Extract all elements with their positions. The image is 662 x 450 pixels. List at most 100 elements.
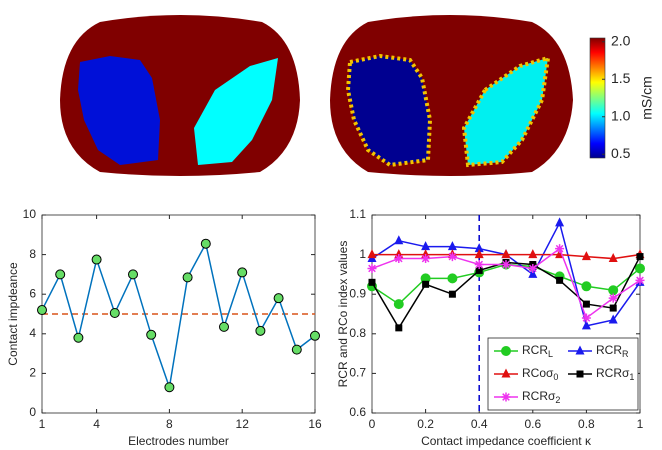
marker bbox=[394, 235, 404, 245]
marker bbox=[609, 304, 617, 312]
y-tick-label: 1.1 bbox=[349, 207, 366, 221]
legend-label: RCRR bbox=[596, 343, 629, 359]
marker bbox=[146, 329, 157, 340]
marker bbox=[474, 260, 484, 269]
y-axis-label: RCR and RCo index values bbox=[336, 241, 350, 388]
marker bbox=[91, 254, 102, 265]
x-axis-label: Electrodes number bbox=[128, 434, 229, 448]
marker bbox=[37, 305, 47, 316]
legend-label: RCoσ0 bbox=[522, 366, 558, 382]
marker bbox=[273, 293, 284, 304]
y-tick-label: 0.8 bbox=[349, 326, 366, 340]
x-tick-label: 0.8 bbox=[578, 417, 595, 431]
marker bbox=[73, 332, 84, 343]
marker bbox=[393, 299, 404, 310]
marker bbox=[528, 263, 538, 273]
marker bbox=[394, 254, 404, 264]
line bbox=[41, 241, 316, 388]
y-tick-label: 2.0 bbox=[611, 32, 631, 48]
marker bbox=[475, 266, 483, 274]
marker bbox=[608, 293, 618, 303]
x-tick-label: 0.2 bbox=[417, 417, 434, 431]
marker bbox=[474, 249, 484, 259]
y-tick-label: 4 bbox=[29, 326, 36, 340]
marker bbox=[448, 290, 456, 298]
y-tick-label: 0.6 bbox=[349, 405, 366, 419]
marker bbox=[447, 273, 458, 284]
marker bbox=[447, 252, 457, 262]
marker bbox=[555, 244, 565, 254]
x-tick-label: 0.4 bbox=[471, 417, 488, 431]
marker bbox=[395, 324, 403, 332]
marker bbox=[447, 241, 457, 251]
marker bbox=[528, 249, 538, 259]
legend-marker bbox=[576, 370, 584, 378]
marker bbox=[421, 241, 431, 251]
marker bbox=[608, 285, 619, 296]
marker bbox=[55, 269, 66, 280]
marker bbox=[219, 321, 229, 332]
x-tick-label: 1 bbox=[637, 417, 644, 431]
marker bbox=[164, 382, 175, 393]
marker bbox=[128, 269, 138, 280]
marker bbox=[636, 253, 644, 261]
torso-true bbox=[60, 15, 300, 176]
x-tick-label: 1 bbox=[39, 417, 46, 431]
x-tick-label: 0 bbox=[369, 417, 376, 431]
marker bbox=[582, 300, 590, 308]
marker bbox=[581, 320, 591, 330]
marker bbox=[556, 276, 564, 284]
y-tick-label: 1.5 bbox=[611, 70, 631, 86]
legend-marker bbox=[501, 368, 511, 378]
colorbar-label: mS/cm bbox=[639, 76, 655, 120]
y-tick-label: 0.7 bbox=[349, 366, 366, 380]
x-tick-label: 0.6 bbox=[524, 417, 541, 431]
marker bbox=[581, 281, 592, 292]
y-tick-label: 8 bbox=[29, 247, 36, 261]
legend-label: RCRσ2 bbox=[522, 389, 560, 405]
x-tick-label: 12 bbox=[236, 417, 250, 431]
marker bbox=[501, 260, 511, 269]
marker bbox=[367, 263, 377, 273]
marker bbox=[421, 254, 431, 264]
legend-label: RCRσ1 bbox=[596, 366, 634, 382]
marker bbox=[368, 278, 376, 286]
y-axis-label: Contact impdeance bbox=[6, 262, 20, 366]
marker bbox=[581, 313, 591, 323]
marker bbox=[555, 217, 565, 227]
marker bbox=[109, 308, 120, 319]
marker bbox=[367, 249, 377, 259]
marker bbox=[422, 280, 430, 288]
marker bbox=[608, 253, 618, 263]
y-tick-label: 1.0 bbox=[611, 107, 631, 123]
marker bbox=[182, 272, 193, 283]
marker bbox=[581, 251, 591, 261]
marker bbox=[200, 238, 211, 249]
y-tick-label: 1 bbox=[359, 247, 366, 261]
marker bbox=[608, 314, 618, 324]
x-tick-label: 16 bbox=[308, 417, 322, 431]
marker bbox=[255, 325, 266, 336]
torso-reconstruction bbox=[330, 15, 573, 176]
y-tick-label: 10 bbox=[23, 207, 37, 221]
y-tick-label: 0.5 bbox=[611, 145, 631, 161]
y-tick-label: 0.9 bbox=[349, 286, 366, 300]
marker bbox=[291, 344, 302, 355]
marker bbox=[528, 268, 538, 278]
y-tick-label: 0 bbox=[29, 405, 36, 419]
legend-label: RCRL bbox=[522, 343, 553, 359]
legend-marker bbox=[575, 345, 585, 355]
marker bbox=[635, 263, 645, 274]
legend-marker bbox=[501, 346, 511, 356]
y-tick-label: 2 bbox=[29, 366, 36, 380]
marker bbox=[501, 249, 511, 259]
x-axis-label: Contact impedance coefficient κ bbox=[421, 434, 592, 448]
marker bbox=[635, 275, 645, 285]
marker bbox=[237, 267, 248, 278]
marker bbox=[310, 330, 320, 341]
x-tick-label: 4 bbox=[93, 417, 100, 431]
legend-marker bbox=[501, 392, 511, 402]
x-tick-label: 8 bbox=[166, 417, 173, 431]
